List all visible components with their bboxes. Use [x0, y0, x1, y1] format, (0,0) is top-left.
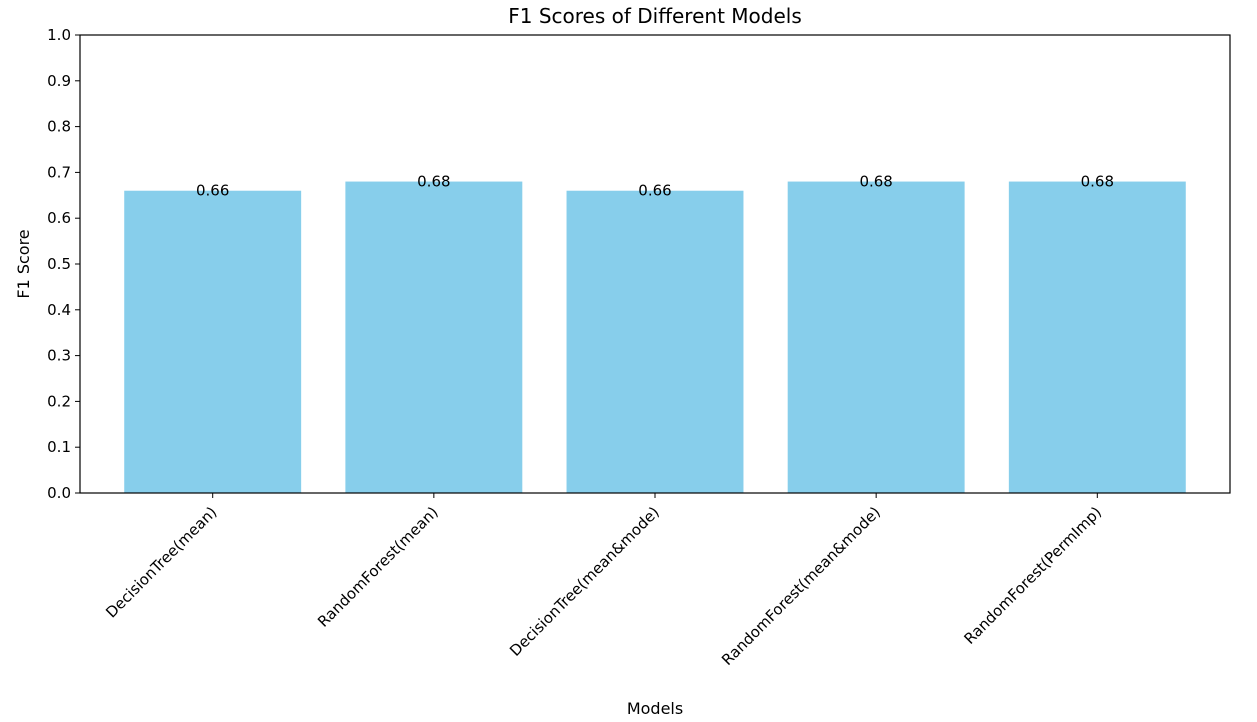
bar: [787, 181, 965, 493]
y-axis-label: F1 Score: [14, 229, 33, 298]
bar-labels-layer: 0.66 0.68 0.66 0.68 0.68: [196, 173, 1114, 200]
y-tick-label: 0.9: [47, 72, 71, 90]
x-axis-label: Models: [627, 699, 683, 718]
bar: [345, 181, 523, 493]
y-tick-label: 0.1: [47, 438, 71, 456]
x-axis: DecisionTree(mean) RandomForest(mean) Deci…: [102, 493, 1105, 669]
bar-value-label: 0.66: [638, 182, 671, 200]
y-tick-label: 0.3: [47, 347, 71, 365]
y-tick-label: 0.4: [47, 301, 71, 319]
x-tick-label: RandomForest(mean): [314, 503, 442, 631]
bar-value-label: 0.68: [417, 173, 450, 191]
bars-layer: [124, 181, 1186, 493]
x-tick-label: RandomForest(PermImp): [960, 503, 1105, 648]
y-axis: 0.0 0.1 0.2 0.3 0.4 0.5 0.6 0.7 0.8 0.9 1.0: [47, 26, 80, 502]
y-tick-label: 0.5: [47, 255, 71, 273]
y-tick-label: 0.8: [47, 118, 71, 136]
bar: [1008, 181, 1186, 493]
bar-value-label: 0.68: [1081, 173, 1114, 191]
bar: [566, 190, 744, 493]
chart-title: F1 Scores of Different Models: [508, 4, 802, 28]
bar: [124, 190, 302, 493]
y-tick-label: 1.0: [47, 26, 71, 44]
y-tick-label: 0.0: [47, 484, 71, 502]
bar-value-label: 0.68: [859, 173, 892, 191]
y-tick-label: 0.2: [47, 392, 71, 410]
bar-value-label: 0.66: [196, 182, 229, 200]
y-tick-label: 0.7: [47, 163, 71, 181]
x-tick-label: RandomForest(mean&mode): [718, 503, 884, 669]
y-tick-label: 0.6: [47, 209, 71, 227]
x-tick-label: DecisionTree(mean&mode): [506, 503, 663, 660]
x-tick-label: DecisionTree(mean): [102, 503, 220, 621]
